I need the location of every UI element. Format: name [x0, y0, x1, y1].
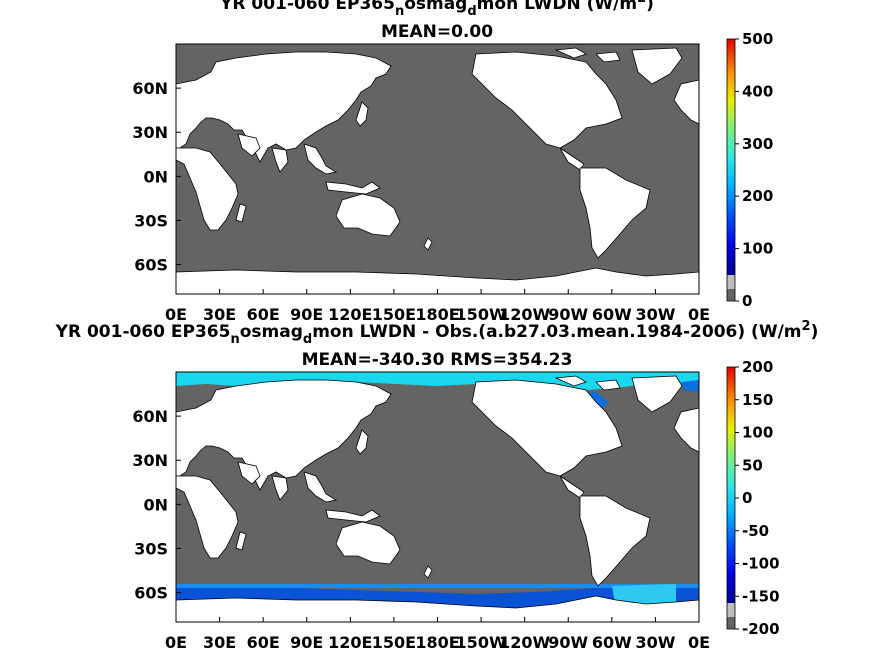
x-tick-label: 0E	[165, 633, 187, 652]
x-tick-label: 30E	[203, 633, 236, 652]
panel-1-colorbar-ocean-bin	[727, 289, 735, 301]
colorbar-tick-label: 400	[742, 82, 773, 100]
x-tick-label: 60W	[592, 633, 632, 652]
x-tick-label: 180E	[415, 633, 459, 652]
panel-2-colorbar-lowbin	[727, 603, 735, 617]
colorbar-tick-label: -200	[742, 620, 780, 638]
panel-2-colorbar: 200 150 100 50 0 -50 -100 -150 -200	[726, 358, 780, 638]
panel-2-southern-edge	[176, 584, 699, 588]
y-tick-label: 30N	[132, 451, 168, 470]
x-tick-label: 120E	[328, 633, 372, 652]
panel-1-colorbar-frame	[726, 38, 736, 302]
y-tick-label: 60S	[134, 584, 168, 603]
x-tick-label: 60W	[592, 305, 632, 324]
colorbar-tick-label: 200	[742, 358, 773, 376]
y-tick-label: 60N	[132, 407, 168, 426]
colorbar-tick-label: 500	[742, 30, 773, 48]
panel-2-nordic-anomaly	[681, 380, 699, 392]
colorbar-tick-label: 0	[742, 292, 752, 310]
x-tick-label: 90E	[290, 633, 323, 652]
colorbar-tick-label: 0	[742, 489, 752, 507]
colorbar-tick-label: -50	[742, 522, 769, 540]
x-tick-label: 90W	[548, 305, 588, 324]
colorbar-tick-label: 200	[742, 187, 773, 205]
y-tick-label: 30S	[134, 211, 168, 230]
panel-1-subtitle: MEAN=0.00	[381, 22, 493, 42]
y-tick-label: 0N	[143, 167, 168, 186]
colorbar-tick-label: -150	[742, 587, 780, 605]
y-tick-label: 60N	[132, 79, 168, 98]
panel-2-subtitle: MEAN=-340.30 RMS=354.23	[302, 350, 573, 370]
y-tick-label: 30S	[134, 539, 168, 558]
colorbar-tick-label: -100	[742, 555, 780, 573]
panel-1-colorbar-gradient	[727, 39, 735, 275]
x-tick-label: 120E	[328, 305, 372, 324]
x-tick-label: 150W	[456, 305, 507, 324]
x-tick-label: 150W	[456, 633, 507, 652]
x-tick-label: 120W	[499, 633, 550, 652]
colorbar-tick-label: 150	[742, 391, 773, 409]
colorbar-tick-label: 100	[742, 424, 773, 442]
x-tick-label: 120W	[499, 305, 550, 324]
panel-2-map	[175, 371, 700, 623]
panel-1-y-axis: 60N 30N 0N 30S 60S	[132, 79, 181, 275]
y-tick-label: 0N	[143, 495, 168, 514]
panel-1-title: YR 001-060 EP365nosmagdmon LWDN (W/m2)	[219, 0, 654, 19]
x-tick-label: 60E	[247, 305, 280, 324]
x-tick-label: 90W	[548, 633, 588, 652]
panel-1-colorbar: 500 400 300 200 100 0	[726, 30, 773, 310]
x-tick-label: 30W	[635, 305, 675, 324]
x-tick-label: 90E	[290, 305, 323, 324]
panel-2: YR 001-060 EP365nosmagdmon LWDN - Obs.(a…	[55, 319, 819, 652]
x-tick-label: 0E	[688, 633, 710, 652]
x-tick-label: 30W	[635, 633, 675, 652]
x-tick-label: 180E	[415, 305, 459, 324]
colorbar-tick-label: 50	[742, 456, 763, 474]
panel-2-y-axis: 60N 30N 0N 30S 60S	[132, 407, 181, 603]
x-tick-label: 30E	[203, 305, 236, 324]
x-tick-label: 150E	[372, 305, 416, 324]
panel-1: YR 001-060 EP365nosmagdmon LWDN (W/m2) M…	[132, 0, 773, 324]
panel-1-map	[175, 43, 700, 295]
panel-2-colorbar-ocean-bin	[727, 617, 735, 629]
panel-2-colorbar-gradient	[727, 367, 735, 603]
panel-1-colorbar-lowbin	[727, 275, 735, 289]
panel-2-title: YR 001-060 EP365nosmagdmon LWDN - Obs.(a…	[55, 319, 819, 347]
x-tick-label: 60E	[247, 633, 280, 652]
colorbar-tick-label: 300	[742, 135, 773, 153]
x-tick-label: 0E	[688, 305, 710, 324]
y-tick-label: 30N	[132, 123, 168, 142]
y-tick-label: 60S	[134, 256, 168, 275]
colorbar-tick-label: 100	[742, 240, 773, 258]
x-tick-label: 0E	[165, 305, 187, 324]
x-tick-label: 150E	[372, 633, 416, 652]
